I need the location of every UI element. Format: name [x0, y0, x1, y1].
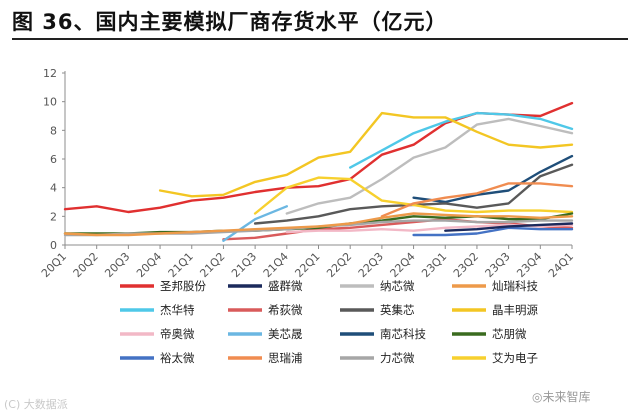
title-divider [12, 38, 628, 40]
x-tick-label: 22Q1 [292, 250, 322, 280]
x-tick-label: 20Q3 [102, 250, 132, 280]
legend-label: 力芯微 [380, 351, 415, 365]
legend-label: 灿瑞科技 [492, 279, 538, 293]
y-tick-label: 8 [50, 124, 57, 137]
legend-label: 盛群微 [268, 279, 303, 293]
legend-label: 裕太微 [160, 351, 195, 365]
x-tick-label: 22Q3 [356, 250, 386, 280]
series-line [222, 205, 288, 242]
legend-label: 芯朋微 [492, 327, 527, 341]
legend-label: 杰华特 [160, 303, 195, 317]
legend-label: 纳芯微 [380, 279, 415, 293]
series-line [285, 117, 574, 215]
y-tick-label: 12 [43, 67, 57, 80]
y-tick-label: 10 [43, 96, 57, 109]
legend-label: 希荻微 [268, 303, 303, 317]
x-tick-label: 24Q1 [546, 250, 576, 280]
watermark-right: ◎未来智库 [532, 390, 591, 404]
series-line [158, 111, 574, 198]
legend-label: 英集芯 [380, 303, 415, 317]
x-tick-label: 23Q3 [483, 250, 513, 280]
y-tick-label: 2 [50, 210, 57, 223]
y-tick-label: 0 [50, 239, 57, 252]
x-tick-label: 23Q2 [451, 250, 481, 280]
x-tick-label: 23Q1 [419, 250, 449, 280]
x-tick-label: 21Q4 [261, 250, 291, 280]
legend-label: 帝奥微 [160, 327, 195, 341]
watermark-left: (C) 大数据派 [4, 398, 68, 411]
legend-label: 思瑞浦 [268, 351, 303, 365]
series-line [380, 182, 574, 218]
x-tick-label: 22Q2 [324, 250, 354, 280]
x-tick-label: 23Q4 [514, 250, 544, 280]
x-tick-label: 20Q4 [134, 250, 164, 280]
chart-title: 图 36、国内主要模拟厂商存货水平（亿元） [12, 10, 448, 34]
x-tick-label: 21Q2 [197, 250, 227, 280]
x-tick-label: 21Q1 [166, 250, 196, 280]
series-line [63, 212, 574, 237]
series-line [412, 226, 574, 237]
x-tick-label: 20Q2 [71, 250, 101, 280]
legend-label: 美芯晟 [268, 327, 303, 341]
x-tick-label: 22Q4 [388, 250, 418, 280]
y-tick-label: 6 [50, 153, 57, 166]
legend-label: 圣邦股份 [160, 279, 206, 293]
series-line [444, 222, 574, 232]
series-line [412, 154, 574, 204]
legend-label: 晶丰明源 [492, 303, 538, 317]
legend-label: 南芯科技 [380, 327, 426, 341]
x-tick-label: 21Q3 [229, 250, 259, 280]
x-tick-label: 20Q1 [39, 250, 69, 280]
series-line [253, 176, 574, 215]
y-tick-label: 4 [50, 182, 57, 195]
legend-label: 艾为电子 [492, 351, 538, 365]
series-line [349, 111, 574, 169]
